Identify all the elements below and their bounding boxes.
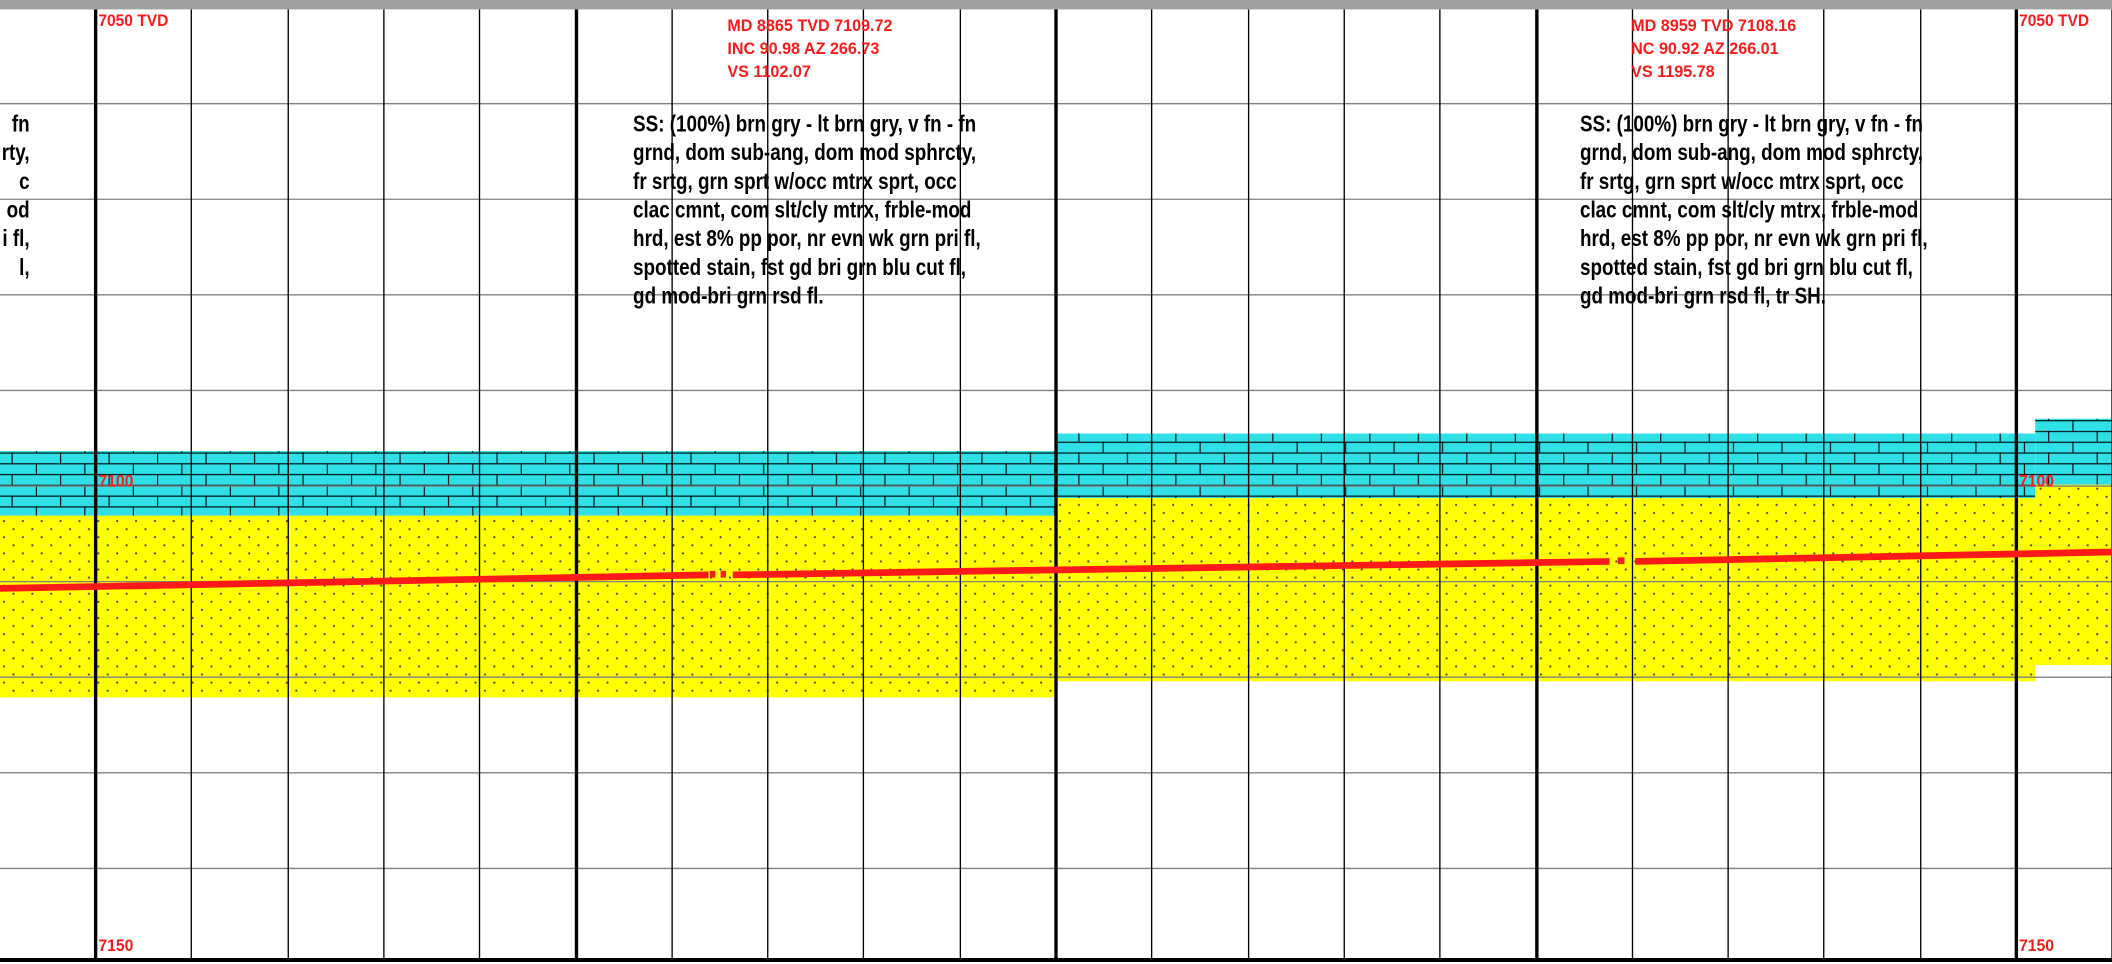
depth-label: 7100 [98,472,133,490]
sandstone-layer [0,515,1056,698]
description-line: SS: (100%) brn gry - lt brn gry, v fn - … [633,110,976,136]
grid [0,9,2112,962]
survey-marker [1617,557,1625,565]
description-line: grnd, dom sub-ang, dom mod sphrcty, [1580,139,1923,165]
well-path-segment [0,571,709,592]
description-line: gd mod-bri grn rsd fl, tr SH. [1580,283,1826,309]
lithology-description: SS: (100%) brn gry - lt brn gry, v fn - … [633,110,981,309]
well-path-segment [1635,548,2112,565]
description-line: fr srtg, grn sprt w/occ mtrx sprt, occ [633,168,957,194]
survey-annotation: INC 90.98 AZ 266.73 [727,40,879,58]
description-line: od [7,196,30,222]
lithology-layers [0,418,2112,698]
description-line: gd mod-bri grn rsd fl. [633,283,824,309]
well-path-segment [732,558,1610,579]
limestone-layer [0,451,1056,516]
top-bar [0,0,2112,10]
lithology-description: SS: (100%) brn gry - lt brn gry, v fn - … [1580,110,1928,309]
survey-annotation: NC 90.92 AZ 266.01 [1631,40,1778,58]
description-line: i fl, [2,225,29,251]
description-line: c [19,168,30,194]
survey-annotation: VS 1102.07 [727,63,811,81]
description-line: grnd, dom sub-ang, dom mod sphrcty, [633,139,976,165]
description-line: fn [12,110,30,136]
description-line: l, [19,254,29,280]
limestone-layer [1056,433,2036,499]
survey-annotation: MD 8865 TVD 7109.72 [727,17,892,35]
survey-marker [720,570,726,578]
depth-label: 7100 [2019,472,2054,490]
description-line: clac cmnt, com slt/cly mtrx, frble-mod [1580,196,1918,222]
well-path [0,548,2112,592]
depth-label: 7050 TVD [98,12,168,30]
depth-label: 7150 [2019,937,2054,955]
depth-label: 7150 [98,937,133,955]
limestone-layer [2035,418,2112,485]
description-line: clac cmnt, com slt/cly mtrx, frble-mod [633,196,971,222]
description-line: hrd, est 8% pp por, nr evn wk grn pri fl… [633,225,981,251]
depth-label: 7050 TVD [2019,12,2089,30]
description-line: rty, [2,139,30,165]
survey-annotation: MD 8959 TVD 7108.16 [1631,17,1796,35]
description-line: hrd, est 8% pp por, nr evn wk grn pri fl… [1580,225,1928,251]
lithology-description: fn rty, cod i fl, l, [2,110,30,280]
description-line: spotted stain, fst gd bri grn blu cut fl… [1580,254,1913,280]
sandstone-layer [2035,484,2112,666]
labels: 7050 TVD 7100 7150 7050 TVD 7100 7150 MD 8865 … [2,12,2089,955]
description-line: fr srtg, grn sprt w/occ mtrx sprt, occ [1580,168,1904,194]
sandstone-layer [1056,498,2036,682]
survey-marker [709,570,716,578]
survey-annotation: VS 1195.78 [1631,63,1715,81]
description-line: SS: (100%) brn gry - lt brn gry, v fn - … [1580,110,1923,136]
description-line: spotted stain, fst gd bri grn blu cut fl… [633,254,966,280]
